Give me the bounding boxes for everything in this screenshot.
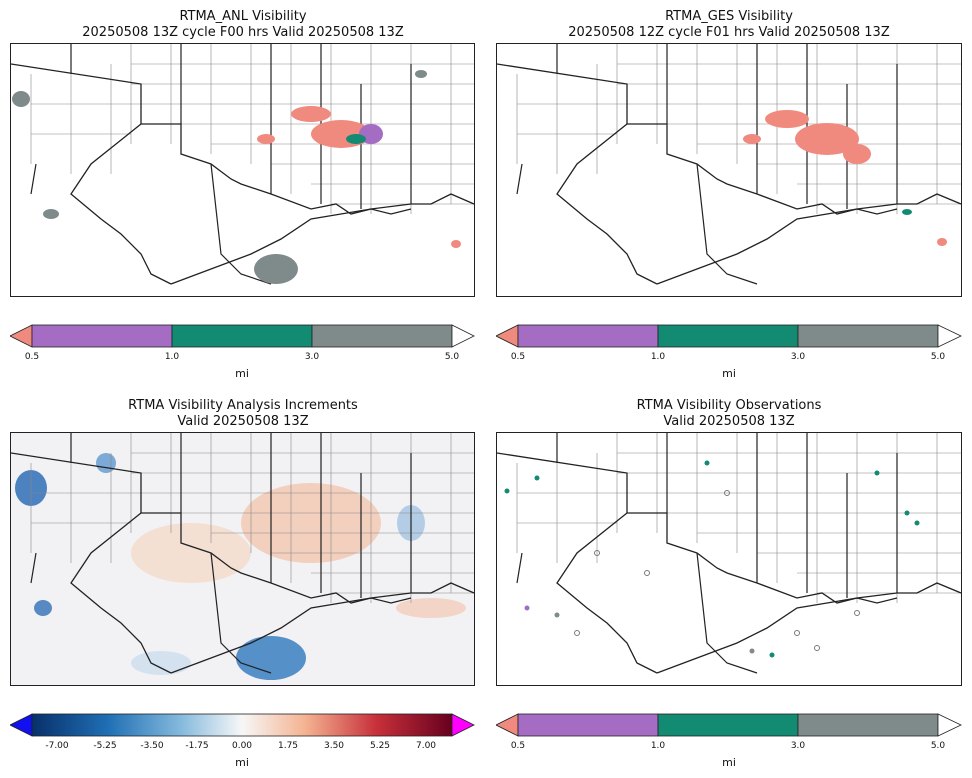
gulf-coastline	[656, 208, 898, 285]
map-ges	[496, 43, 962, 297]
colorbar-observations: 0.5 1.0 3.0 5.0 mi	[495, 713, 962, 773]
gulf-coastline	[170, 208, 412, 285]
tick-label: 3.0	[790, 741, 806, 751]
tick-label: 0.5	[24, 352, 40, 362]
colorbar-ges: 0.5 1.0 3.0 5.0 mi	[495, 324, 962, 384]
tick-label: -5.25	[93, 741, 117, 751]
observation-stations	[504, 460, 920, 658]
colorbar-unit: mi	[235, 756, 249, 769]
tick-label: 5.0	[930, 741, 946, 751]
tick-label: 1.0	[650, 352, 666, 362]
panel-title-anl: RTMA_ANL Visibility 20250508 13Z cycle F…	[82, 9, 404, 40]
colorbar-ges-svg	[495, 324, 962, 348]
tick-label: 5.0	[444, 352, 460, 362]
state-borders	[11, 433, 474, 674]
colorbar-unit: mi	[722, 756, 736, 769]
state-borders	[11, 44, 474, 285]
colorbar-anl-svg	[9, 324, 475, 348]
tick-label: 1.0	[164, 352, 180, 362]
panel-title-increments: RTMA Visibility Analysis Increments Vali…	[128, 398, 358, 429]
anl-map-svg	[11, 44, 474, 285]
state-borders	[497, 433, 961, 674]
tick-label: 3.50	[323, 741, 345, 751]
colorbar-unit: mi	[722, 367, 736, 380]
tick-label: -3.50	[140, 741, 164, 751]
gulf-coastline	[656, 597, 898, 674]
colorbar-observations-svg	[495, 713, 962, 737]
tick-label: -1.75	[185, 741, 209, 751]
colorbar-unit: mi	[235, 367, 249, 380]
colorbar-anl: 0.5 1.0 3.0 5.0 mi	[9, 324, 475, 384]
ges-map-svg	[497, 44, 961, 285]
gulf-coastline	[170, 597, 412, 674]
tick-label: -7.00	[45, 741, 69, 751]
map-observations	[496, 432, 962, 686]
tick-label: 1.75	[277, 741, 299, 751]
tick-label: 0.5	[510, 741, 526, 751]
increments-map-svg	[11, 433, 474, 685]
map-anl	[10, 43, 475, 297]
visibility-shading	[12, 70, 461, 284]
visibility-shading	[743, 110, 947, 246]
colorbar-increments: -7.00 -5.25 -3.50 -1.75 0.00 1.75 3.50 5…	[9, 713, 475, 773]
tick-label: 0.5	[510, 352, 526, 362]
observations-map-svg	[497, 433, 961, 674]
panel-title-observations: RTMA Visibility Observations Valid 20250…	[636, 398, 822, 429]
map-increments	[10, 432, 475, 686]
tick-label: 3.0	[790, 352, 806, 362]
tick-label: 0.00	[231, 741, 253, 751]
panel-title-ges: RTMA_GES Visibility 20250508 12Z cycle F…	[568, 9, 890, 40]
tick-label: 7.00	[415, 741, 437, 751]
tick-label: 5.0	[930, 352, 946, 362]
tick-label: 3.0	[304, 352, 320, 362]
tick-label: 1.0	[650, 741, 666, 751]
colorbar-increments-svg	[9, 713, 475, 737]
tick-label: 5.25	[369, 741, 391, 751]
